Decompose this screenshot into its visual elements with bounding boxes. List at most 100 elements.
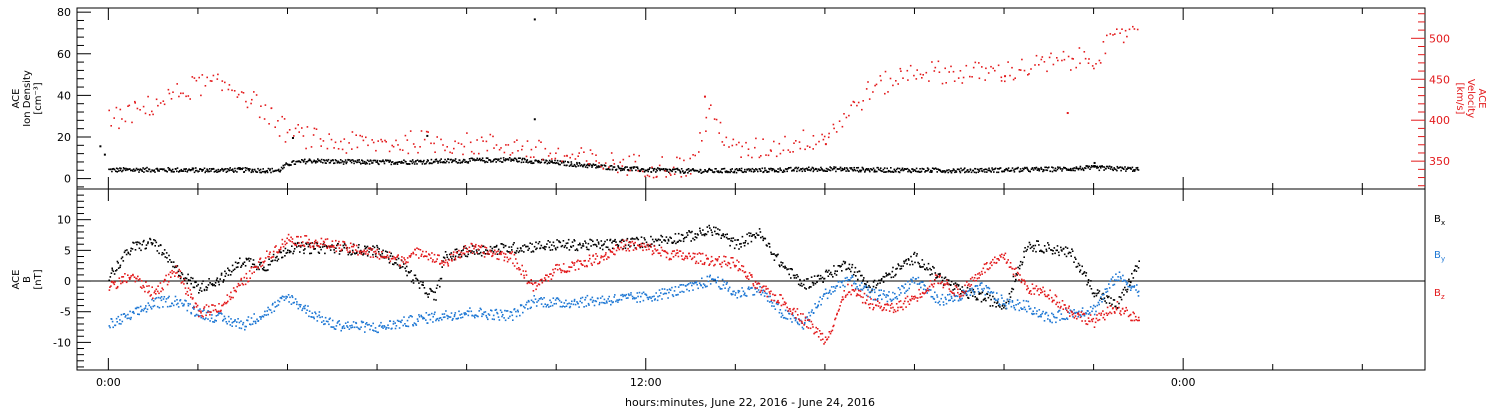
density-point [123, 168, 125, 170]
velocity-point [804, 149, 806, 151]
bx-component-point [145, 248, 147, 250]
by-component-point [583, 306, 585, 308]
bx-component-point [760, 231, 762, 233]
bz-component-point [206, 304, 208, 306]
bx-component-point [512, 244, 514, 246]
bz-component-point [591, 263, 593, 265]
by-component-point [989, 288, 991, 290]
bx-component-point [898, 265, 900, 267]
bz-component-point [634, 242, 636, 244]
by-component-point [240, 320, 242, 322]
bz-component-point [356, 251, 358, 253]
by-component-point [354, 327, 356, 329]
velocity-point [1114, 33, 1116, 35]
bx-component-point [855, 275, 857, 277]
bx-component-point [234, 268, 236, 270]
by-component-point [785, 310, 787, 312]
bx-component-point [395, 262, 397, 264]
bx-component-point [832, 276, 834, 278]
by-component-point [368, 324, 370, 326]
by-component-point [544, 303, 546, 305]
bz-component-point [458, 250, 460, 252]
density-point [990, 171, 992, 173]
bz-component-point [600, 257, 602, 259]
bx-component-point [1129, 284, 1131, 286]
bz-component-point [683, 259, 685, 261]
velocity-point [716, 119, 718, 121]
by-component-point [892, 292, 894, 294]
bz-component-point [753, 285, 755, 287]
bx-component-point [209, 282, 211, 284]
bz-component-point [345, 245, 347, 247]
bx-component-point [988, 297, 990, 299]
bz-component-point [178, 276, 180, 278]
density-point [207, 169, 209, 171]
by-component-point [296, 301, 298, 303]
density-point [172, 169, 174, 171]
bz-component-point [653, 252, 655, 254]
by-component-point [854, 281, 856, 283]
bx-component-point [194, 287, 196, 289]
by-component-point [485, 315, 487, 317]
bz-component-point [533, 290, 535, 292]
bz-component-point [696, 261, 698, 263]
bx-component-point [564, 247, 566, 249]
by-component-point [530, 307, 532, 309]
by-component-point [253, 313, 255, 315]
density-axis-label-line: ACE [11, 89, 22, 109]
by-component-point [627, 297, 629, 299]
bx-component-point [596, 239, 598, 241]
bx-component-point [513, 242, 515, 244]
bx-component-group [108, 225, 1140, 310]
bx-component-point [632, 238, 634, 240]
by-component-point [274, 302, 276, 304]
velocity-point [945, 82, 947, 84]
density-point [173, 171, 175, 173]
bx-component-point [796, 277, 798, 279]
bx-component-point [780, 262, 782, 264]
density-point [1057, 169, 1059, 171]
velocity-point [1088, 62, 1090, 64]
bx-component-point [314, 248, 316, 250]
bx-component-point [715, 233, 717, 235]
density-point [890, 167, 892, 169]
bx-component-point [836, 270, 838, 272]
bx-component-point [818, 275, 820, 277]
bz-component-point [436, 261, 438, 263]
by-component-point [764, 295, 766, 297]
by-component-point [626, 297, 628, 299]
by-component-point [1098, 304, 1100, 306]
velocity-point [247, 107, 249, 109]
bz-component-point [292, 238, 294, 240]
by-component-point [813, 312, 815, 314]
velocity-point [1100, 62, 1102, 64]
bz-component-point [548, 276, 550, 278]
by-component-point [352, 327, 354, 329]
by-component-point [922, 281, 924, 283]
bx-component-point [874, 280, 876, 282]
velocity-point [975, 62, 977, 64]
by-component-point [138, 307, 140, 309]
bx-component-point [249, 260, 251, 262]
bz-component-point [559, 268, 561, 270]
by-component-point [353, 321, 355, 323]
bz-component-point [361, 253, 363, 255]
bz-component-point [372, 248, 374, 250]
density-point [993, 171, 995, 173]
density-point [996, 172, 998, 174]
bz-component-point [662, 250, 664, 252]
bx-component-point [796, 274, 798, 276]
bx-component-point [999, 306, 1001, 308]
velocity-point [720, 122, 722, 124]
density-point [728, 171, 730, 173]
by-component-point [1026, 300, 1028, 302]
density-point [344, 161, 346, 163]
bz-component-point [615, 244, 617, 246]
density-point [863, 169, 865, 171]
by-component-point [1127, 286, 1129, 288]
bz-component-point [740, 269, 742, 271]
bx-component-point [586, 249, 588, 251]
bx-component-point [1126, 291, 1128, 293]
by-component-point [521, 304, 523, 306]
bz-component-point [618, 247, 620, 249]
